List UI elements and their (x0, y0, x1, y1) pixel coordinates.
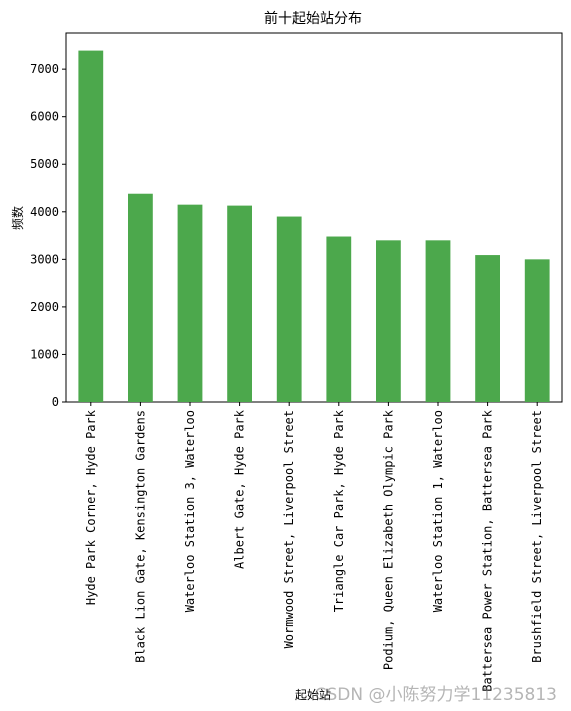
x-tick-label: Battersea Power Station, Battersea Park (481, 409, 495, 692)
x-tick-label: Brushfield Street, Liverpool Street (530, 410, 544, 663)
y-tick-label: 1000 (30, 347, 59, 361)
y-tick-label: 3000 (30, 252, 59, 266)
bar (177, 204, 203, 402)
bar (524, 259, 550, 402)
bar (128, 193, 153, 402)
y-tick-label: 2000 (30, 300, 59, 314)
y-tick-label: 0 (52, 395, 59, 409)
x-axis-label: 起始站 (295, 688, 331, 702)
bar (326, 236, 352, 402)
bars-group (78, 50, 550, 403)
watermark: CSDN @小陈努力学11235813 (314, 685, 557, 705)
bar (227, 205, 252, 402)
x-tick-label: Wormwood Street, Liverpool Street (282, 410, 296, 648)
x-tick-label: Black Lion Gate, Kensington Gardens (133, 410, 147, 663)
x-tick-label: Hyde Park Corner, Hyde Park (84, 409, 98, 605)
bar (276, 216, 302, 402)
bar (425, 240, 451, 402)
y-tick-label: 4000 (30, 205, 59, 219)
x-tick-label: Albert Gate, Hyde Park (233, 409, 247, 569)
y-axis-label: 频数 (10, 206, 25, 230)
y-tick-label: 5000 (30, 157, 59, 171)
bar (376, 240, 401, 402)
plot-area (65, 32, 563, 403)
y-tick-label: 7000 (30, 62, 59, 76)
x-tick-label: Podium, Queen Elizabeth Olympic Park (381, 409, 395, 670)
x-tick-label: Triangle Car Park, Hyde Park (332, 409, 346, 612)
bar (475, 255, 500, 402)
x-axis-ticks: Hyde Park Corner, Hyde Park Black Lion Ga… (84, 402, 544, 692)
y-tick-label: 6000 (30, 110, 59, 124)
bar (78, 50, 104, 403)
chart-title: 前十起始站分布 (264, 10, 362, 27)
x-tick-label: Waterloo Station 1, Waterloo (431, 410, 445, 612)
x-tick-label: Waterloo Station 3, Waterloo (183, 410, 197, 612)
y-axis-ticks: 0 1000 2000 3000 4000 5000 6000 7000 (30, 62, 66, 409)
